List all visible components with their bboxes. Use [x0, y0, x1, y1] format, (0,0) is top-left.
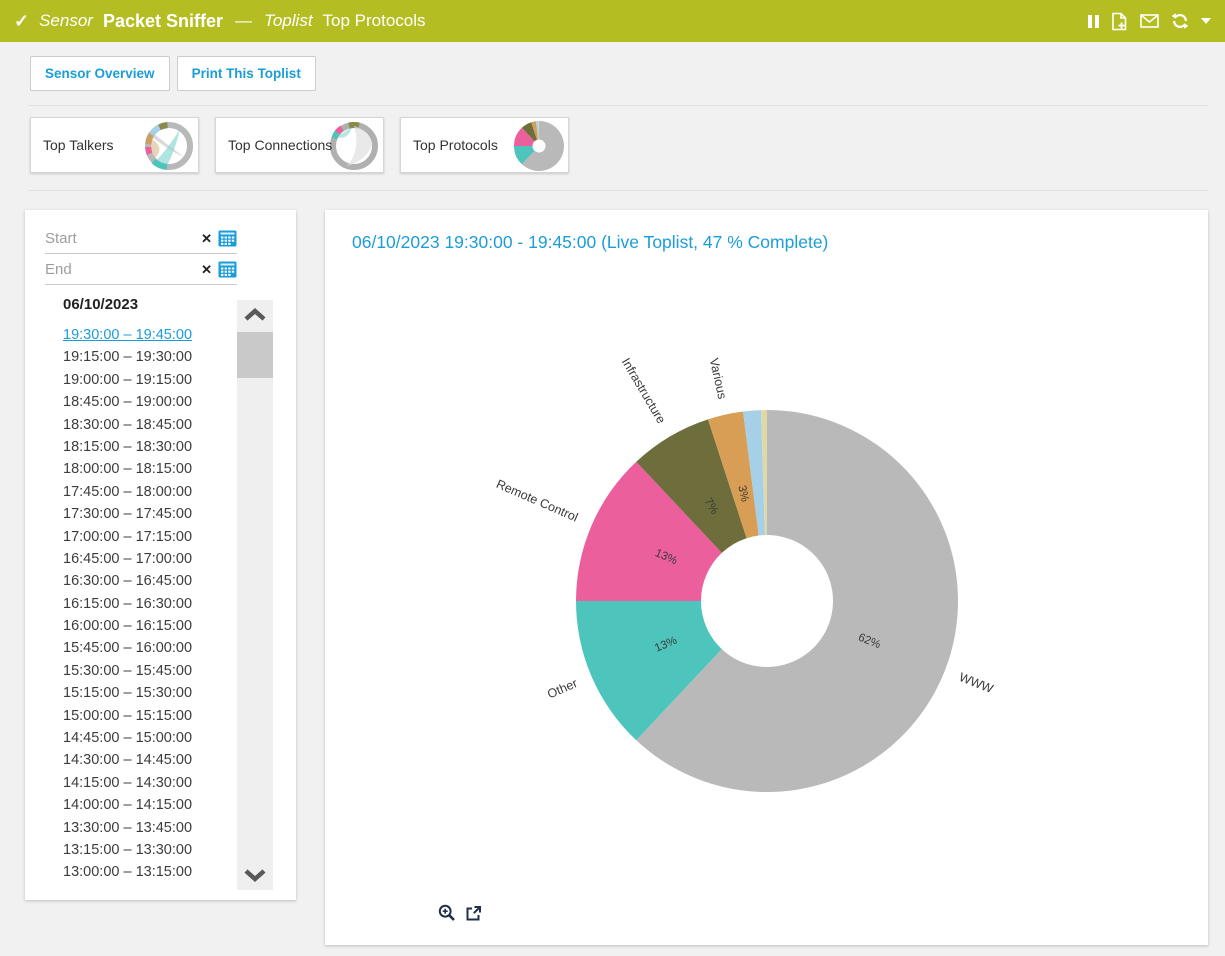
toplist-card-row: Top Talkers Top Conn — [30, 117, 569, 173]
interval-item[interactable]: 19:15:00 – 19:30:00 — [63, 349, 193, 366]
interval-item[interactable]: 18:45:00 – 19:00:00 — [63, 394, 193, 411]
pie-slice-remote-control[interactable] — [576, 461, 722, 601]
chart-actions — [438, 904, 482, 922]
interval-item[interactable]: 18:15:00 – 18:30:00 — [63, 438, 193, 455]
interval-picker-panel: ✕ ✕ — [25, 210, 296, 900]
clear-start-icon[interactable]: ✕ — [201, 230, 212, 246]
interval-item[interactable]: 16:15:00 – 16:30:00 — [63, 595, 193, 612]
pie-slice-small[interactable] — [743, 410, 765, 536]
clear-end-icon[interactable]: ✕ — [201, 261, 212, 277]
interval-item[interactable]: 15:15:00 – 15:30:00 — [63, 685, 193, 702]
pie-slice-www[interactable] — [636, 410, 958, 793]
pie-slice-infrastructure[interactable] — [636, 419, 747, 553]
breadcrumb-subpage-type: Toplist — [264, 11, 313, 30]
pie-slice-small — [538, 121, 539, 140]
zoom-in-icon[interactable] — [438, 904, 456, 922]
breadcrumb-sensor-name: Packet Sniffer — [102, 10, 224, 31]
interval-scrollbar[interactable] — [237, 300, 273, 890]
donut-chart-thumbnail — [513, 120, 565, 172]
interval-item[interactable]: 13:30:00 – 13:45:00 — [63, 819, 193, 836]
toolbar: Sensor Overview Print This Toplist — [30, 56, 316, 91]
pie-slice-infrastructure — [521, 122, 537, 142]
page-title: Top Protocols — [322, 11, 426, 30]
slice-name-label: Various — [707, 357, 730, 401]
scrollbar-thumb[interactable] — [237, 332, 273, 378]
status-check-icon: ✓ — [14, 10, 30, 31]
pie-slice-remote-control — [514, 127, 535, 146]
end-date-row: ✕ — [45, 255, 237, 285]
pie-slice-other[interactable] — [576, 601, 722, 741]
slice-name-label: Infrastructure — [619, 356, 669, 427]
interval-item[interactable]: 17:30:00 – 17:45:00 — [63, 506, 193, 523]
chart-title: 06/10/2023 19:30:00 - 19:45:00 (Live Top… — [352, 232, 829, 252]
add-report-icon[interactable] — [1111, 12, 1128, 31]
calendar-icon[interactable] — [218, 230, 237, 247]
end-date-input[interactable] — [45, 261, 202, 278]
start-date-input[interactable] — [45, 230, 202, 247]
pie-slice-www — [521, 121, 564, 171]
interval-item[interactable]: 14:15:00 – 14:30:00 — [63, 774, 193, 791]
card-top-talkers[interactable]: Top Talkers — [30, 117, 199, 173]
interval-item[interactable]: 19:30:00 – 19:45:00 — [63, 327, 193, 343]
email-icon[interactable] — [1140, 14, 1159, 28]
start-date-row: ✕ — [45, 224, 237, 254]
calendar-icon[interactable] — [218, 261, 237, 278]
interval-item[interactable]: 13:00:00 – 13:15:00 — [63, 864, 193, 881]
slice-percent-label: 3% — [735, 484, 750, 503]
card-label: Top Connections — [228, 137, 333, 153]
chord-diagram-thumbnail — [143, 120, 195, 172]
open-external-icon[interactable] — [465, 905, 482, 922]
interval-item[interactable]: 14:45:00 – 15:00:00 — [63, 730, 193, 747]
print-toplist-button[interactable]: Print This Toplist — [176, 56, 316, 91]
interval-item[interactable]: 14:30:00 – 14:45:00 — [63, 752, 193, 769]
interval-item[interactable]: 19:00:00 – 19:15:00 — [63, 371, 193, 388]
interval-item[interactable]: 17:45:00 – 18:00:00 — [63, 483, 193, 500]
interval-list: 19:30:00 – 19:45:00 19:15:00 – 19:30:00 19… — [25, 324, 235, 884]
pie-slice-small[interactable] — [761, 410, 767, 536]
refresh-icon[interactable] — [1171, 12, 1189, 30]
pie-slice-various — [531, 121, 539, 140]
interval-item[interactable]: 16:30:00 – 16:45:00 — [63, 573, 193, 590]
interval-item[interactable]: 17:00:00 – 17:15:00 — [63, 528, 193, 545]
scroll-down-icon[interactable] — [237, 862, 273, 888]
interval-item[interactable]: 16:00:00 – 16:15:00 — [63, 618, 193, 635]
sensor-overview-button[interactable]: Sensor Overview — [30, 56, 170, 91]
pie-slice-small — [535, 121, 539, 140]
separator-line — [28, 105, 1208, 106]
toplist-chart-panel: 06/10/2023 19:30:00 - 19:45:00 (Live Top… — [325, 210, 1208, 945]
slice-name-label: Other — [545, 676, 579, 701]
slice-name-label: WWW — [957, 670, 995, 696]
card-top-protocols[interactable]: Top Protocols — [400, 117, 569, 173]
pause-icon[interactable] — [1088, 14, 1099, 28]
card-label: Top Protocols — [413, 137, 498, 153]
card-top-connections[interactable]: Top Connections — [215, 117, 384, 173]
interval-item[interactable]: 15:00:00 – 15:15:00 — [63, 707, 193, 724]
interval-date-header: 06/10/2023 — [63, 296, 139, 313]
interval-item[interactable]: 13:15:00 – 13:30:00 — [63, 841, 193, 858]
pie-slice-various[interactable] — [707, 411, 759, 539]
page-header-bar: ✓ Sensor Packet Sniffer — Toplist Top Pr… — [0, 0, 1225, 42]
breadcrumb-separator: — — [235, 11, 253, 30]
interval-item[interactable]: 15:45:00 – 16:00:00 — [63, 640, 193, 657]
card-label: Top Talkers — [43, 137, 114, 153]
header-action-icons — [1088, 12, 1211, 31]
separator-line — [28, 190, 1208, 191]
scroll-up-icon[interactable] — [237, 302, 273, 328]
interval-item[interactable]: 18:00:00 – 18:15:00 — [63, 461, 193, 478]
interval-item[interactable]: 14:00:00 – 14:15:00 — [63, 797, 193, 814]
chord-diagram-thumbnail — [328, 120, 380, 172]
slice-name-label: Remote Control — [494, 477, 580, 525]
interval-item[interactable]: 15:30:00 – 15:45:00 — [63, 662, 193, 679]
interval-item[interactable]: 16:45:00 – 17:00:00 — [63, 550, 193, 567]
breadcrumb-item-type: Sensor — [39, 11, 93, 30]
pie-slice-other — [514, 146, 535, 165]
interval-item[interactable]: 18:30:00 – 18:45:00 — [63, 416, 193, 433]
refresh-options-caret-icon[interactable] — [1201, 18, 1211, 24]
